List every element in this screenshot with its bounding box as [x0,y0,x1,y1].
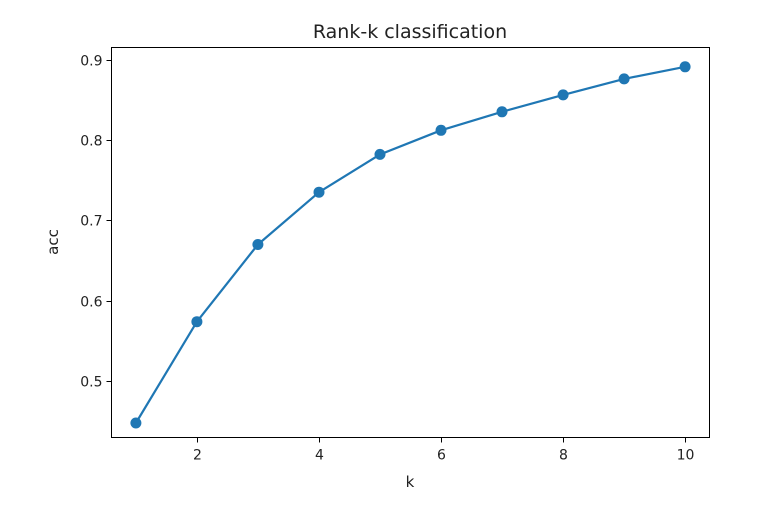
data-point [496,106,508,118]
series-acc [130,61,691,429]
data-point [435,124,447,136]
data-point [679,61,691,73]
y-tick-label: 0.5 [80,375,102,391]
x-tick-label: 6 [437,448,446,464]
y-tick-label: 0.6 [80,295,102,311]
data-point [557,89,569,101]
data-point [252,239,264,250]
x-tick-label: 10 [677,448,695,464]
x-axis: 2 4 6 8 10 [193,437,695,464]
data-point [191,316,203,328]
x-tick-label: 2 [193,448,202,464]
y-tick-label: 0.9 [80,54,102,70]
x-axis-label: k [406,473,415,491]
x-tick-label: 8 [559,448,568,464]
y-tick-label: 0.7 [80,214,102,230]
y-axis: 0.5 0.6 0.7 0.8 0.9 [80,54,112,391]
data-point [618,73,630,85]
chart-title: Rank-k classification [313,21,507,43]
series-line [134,65,686,424]
plot-area-frame [111,47,710,438]
data-point [374,148,386,160]
y-tick-label: 0.8 [80,134,102,150]
data-point [313,186,325,198]
x-tick-label: 4 [315,448,324,464]
y-axis-label: acc [44,229,62,255]
data-point [130,417,142,429]
